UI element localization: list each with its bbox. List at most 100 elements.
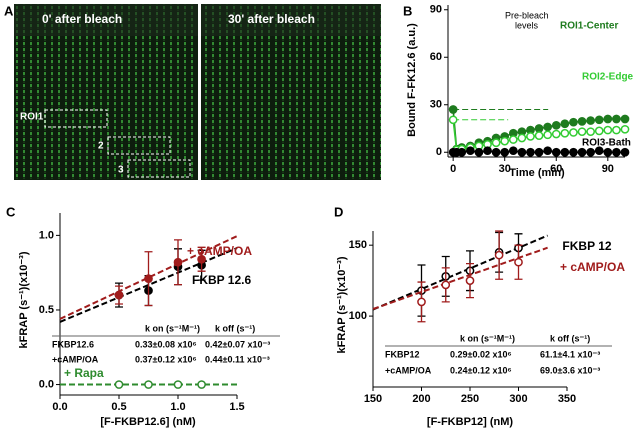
data-point: [508, 146, 518, 156]
data-point: [620, 124, 630, 134]
data-point: [569, 128, 578, 137]
data-point: [534, 131, 544, 140]
x-tick-label: 30: [499, 163, 511, 175]
data-point: [114, 290, 124, 300]
data-point: [594, 115, 604, 125]
series-label: + cAMP/OA: [187, 244, 252, 258]
fit-line: [372, 246, 548, 310]
data-point: [144, 274, 153, 283]
data-point: [448, 105, 458, 114]
x-axis-label: [F-FKBP12.6] (nM): [100, 416, 196, 428]
series-label: ROI3-Bath: [582, 138, 631, 149]
data-point: [612, 114, 621, 124]
roi-box: [107, 136, 171, 155]
roi-label: 2: [98, 141, 104, 152]
image-title: 0' after bleach: [42, 12, 122, 26]
roi-label: ROI1: [20, 112, 44, 123]
data-point: [491, 138, 501, 148]
data-point: [586, 116, 595, 125]
y-axis-label: Bound F-FK12.6 (a.u.): [406, 23, 418, 137]
x-tick-label: 1.5: [229, 401, 244, 413]
panel-letter: D: [334, 204, 343, 219]
data-point: [603, 147, 613, 157]
data-point: [569, 147, 578, 157]
data-point: [543, 146, 553, 156]
table-cell: FKBP12.6: [52, 339, 94, 349]
data-point: [457, 147, 467, 157]
y-tick-label: 100: [349, 310, 367, 322]
data-point: [603, 125, 613, 135]
table-cell: 61.1±4.1 x10⁻³: [540, 349, 600, 359]
data-point: [494, 250, 504, 260]
x-tick-label: 250: [461, 393, 479, 405]
data-point: [465, 146, 475, 156]
y-axis-label: kFRAP (s⁻¹)(x10⁻³): [336, 256, 348, 353]
data-point: [594, 126, 604, 136]
data-point: [612, 125, 621, 135]
data-point: [577, 117, 587, 126]
data-point: [586, 127, 595, 137]
y-axis-label: kFRAP (s⁻¹)(x10⁻³): [18, 251, 30, 348]
data-point: [508, 135, 518, 144]
data-point: [603, 114, 613, 124]
data-point: [577, 127, 587, 137]
data-point: [569, 117, 578, 127]
roi-box: [44, 109, 108, 128]
image-title: 30' after bleach: [228, 12, 315, 26]
y-tick-label: 0.0: [39, 378, 54, 390]
data-point: [517, 133, 527, 143]
x-tick-label: 0.5: [111, 401, 126, 413]
data-point: [483, 146, 492, 156]
y-tick-label: 0: [436, 146, 442, 158]
data-point: [594, 146, 604, 156]
data-point: [173, 257, 183, 267]
data-point: [551, 129, 561, 139]
data-point: [500, 147, 510, 157]
data-point: [560, 119, 570, 129]
data-point: [612, 147, 621, 157]
data-point: [586, 147, 595, 157]
series-label: ROI2-Edge: [582, 72, 633, 83]
data-point: [491, 147, 501, 157]
y-tick-label: 150: [349, 239, 367, 251]
x-tick-label: 0.0: [52, 401, 67, 413]
data-point: [560, 147, 570, 157]
x-axis-label: Time (min): [509, 167, 565, 179]
x-tick-label: 200: [412, 393, 430, 405]
data-point: [543, 130, 553, 140]
data-point: [465, 276, 475, 285]
data-point: [526, 132, 535, 141]
table-header: k off (s⁻¹): [215, 323, 255, 333]
image-panel: A 0' after bleach 30' after bleach ROI1 …: [4, 3, 381, 180]
y-tick-label: 1.0: [39, 229, 54, 241]
data-point: [173, 380, 183, 389]
annotation: Pre-bleach: [505, 10, 549, 20]
data-point: [551, 147, 561, 157]
series-label: FKBP 12.6: [192, 273, 251, 287]
data-point: [197, 254, 206, 264]
table-cell: +cAMP/OA: [52, 354, 99, 364]
x-axis-label: [F-FKBP12] (nM): [427, 416, 513, 428]
table-header: k off (s⁻¹): [550, 333, 590, 343]
table-cell: 0.33±0.08 x10⁶: [135, 339, 197, 349]
data-point: [526, 147, 535, 157]
y-tick-label: 60: [430, 51, 442, 63]
table-header: k on (s⁻¹M⁻¹): [145, 323, 200, 333]
table-cell: +cAMP/OA: [385, 365, 432, 375]
data-point: [448, 115, 458, 125]
image-header: [201, 4, 381, 36]
x-tick-label: 350: [558, 393, 576, 405]
data-point: [620, 147, 630, 157]
panel-letter: B: [403, 3, 412, 18]
data-point: [577, 147, 587, 157]
data-point: [197, 380, 206, 389]
series-label: ROI1-Center: [560, 21, 618, 32]
y-tick-label: 30: [430, 99, 442, 111]
fit-line: [59, 235, 238, 320]
data-point: [417, 297, 426, 307]
x-tick-label: 300: [509, 393, 527, 405]
image-header: [14, 4, 198, 36]
series-label: FKBP 12: [562, 239, 611, 253]
table-cell: 69.0±3.6 x10⁻³: [540, 365, 600, 375]
